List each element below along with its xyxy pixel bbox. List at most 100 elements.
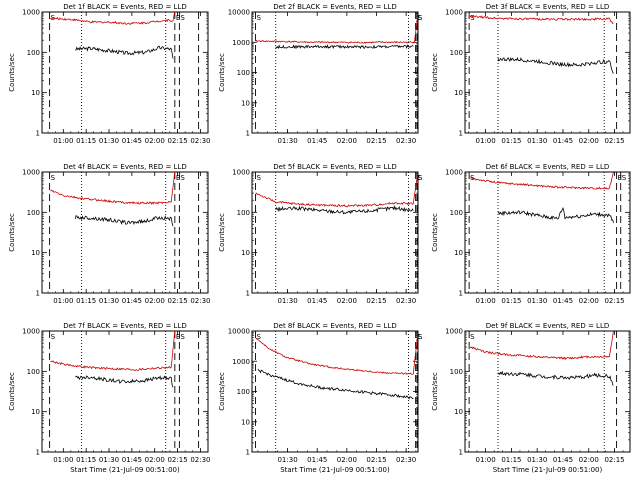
time-marker-label: S <box>418 14 423 22</box>
series-line-lld <box>50 171 176 205</box>
y-axis-label: Counts/sec <box>8 213 16 252</box>
series-line-lld <box>470 171 614 190</box>
time-marker-label: S <box>180 14 185 22</box>
y-tick-label: 1 <box>36 130 40 138</box>
series-line-events <box>497 56 614 74</box>
y-axis-label: Counts/sec <box>8 53 16 92</box>
panel-6: Det 6f BLACK = Events, RED = LLD Counts/s… <box>431 163 631 305</box>
y-tick-label: 1 <box>246 290 250 298</box>
x-tick-label: 01:00 <box>53 456 73 464</box>
series-line-events <box>257 368 414 400</box>
y-tick-label: 1 <box>246 449 250 457</box>
y-tick-label: 1000 <box>232 169 250 177</box>
plot-frame <box>41 330 209 453</box>
x-tick-label: 01:45 <box>122 456 142 464</box>
time-marker-label: E <box>176 333 180 341</box>
y-tick-label: 10 <box>241 99 250 107</box>
x-tick-label: 01:45 <box>553 297 573 305</box>
x-tick-label: 01:30 <box>277 137 297 145</box>
x-tick-label: 01:30 <box>99 456 119 464</box>
time-marker-label: E <box>618 174 622 182</box>
series-line-events <box>75 45 174 59</box>
y-axis-label: Counts/sec <box>431 372 439 411</box>
series-line-lld <box>50 11 176 25</box>
y-tick-label: 10 <box>241 418 250 426</box>
panel-title: Det 8f BLACK = Events, RED = LLD <box>273 322 396 330</box>
panel-2: Det 2f BLACK = Events, RED = LLD Counts/s… <box>218 3 423 145</box>
time-marker-label: S <box>180 333 185 341</box>
series-line-events <box>275 44 414 50</box>
time-marker-label: S <box>51 333 56 341</box>
y-axis-label: Counts/sec <box>218 372 226 411</box>
y-tick-label: 100 <box>237 209 250 217</box>
x-tick-label: 01:15 <box>76 456 96 464</box>
series-line-lld <box>255 171 419 208</box>
panel-7: Det 7f BLACK = Events, RED = LLD Counts/s… <box>8 322 211 474</box>
x-tick-label: 02:15 <box>167 456 187 464</box>
panels-group: Det 1f BLACK = Events, RED = LLD Counts/s… <box>8 3 631 474</box>
series-line-lld <box>469 330 614 360</box>
y-axis-label: Counts/sec <box>431 53 439 92</box>
time-marker-label: S <box>470 174 475 182</box>
time-marker-label: E <box>417 333 421 341</box>
time-marker-label: S <box>470 14 475 22</box>
y-axis-label: Counts/sec <box>8 372 16 411</box>
time-marker-label: S <box>257 174 262 182</box>
x-tick-label: 01:00 <box>476 137 496 145</box>
panel-4: Det 4f BLACK = Events, RED = LLD Counts/s… <box>8 163 211 305</box>
y-tick-label: 1000 <box>232 358 250 366</box>
x-tick-label: 02:00 <box>579 297 599 305</box>
panel-9: Det 9f BLACK = Events, RED = LLD Counts/s… <box>431 322 631 474</box>
series-line-events <box>497 206 614 223</box>
y-tick-label: 1 <box>246 130 250 138</box>
x-tick-label: 02:00 <box>337 297 357 305</box>
time-marker-label: E <box>176 14 180 22</box>
x-tick-label: 01:15 <box>501 456 521 464</box>
y-tick-label: 1 <box>459 130 463 138</box>
time-marker-label: S <box>470 333 475 341</box>
panel-title: Det 3f BLACK = Events, RED = LLD <box>486 3 609 11</box>
x-tick-label: 01:30 <box>527 137 547 145</box>
series-line-events <box>75 375 174 388</box>
x-tick-label: 02:15 <box>366 137 386 145</box>
x-tick-label: 02:30 <box>396 137 416 145</box>
x-tick-label: 01:15 <box>501 137 521 145</box>
x-tick-label: 01:30 <box>527 297 547 305</box>
series-line-events <box>275 204 414 215</box>
x-tick-label: 02:15 <box>167 297 187 305</box>
time-marker-label: S <box>257 14 262 22</box>
y-tick-label: 10000 <box>228 328 250 336</box>
x-tick-label: 02:00 <box>145 456 165 464</box>
y-tick-label: 100 <box>237 388 250 396</box>
x-tick-label: 02:30 <box>396 297 416 305</box>
x-tick-label: 02:15 <box>604 297 624 305</box>
y-tick-label: 1000 <box>445 169 463 177</box>
x-tick-label: 02:30 <box>190 297 210 305</box>
x-tick-label: 02:00 <box>145 137 165 145</box>
x-tick-label: 01:45 <box>307 297 327 305</box>
plot-frame <box>41 171 209 294</box>
x-tick-label: 02:00 <box>337 456 357 464</box>
time-marker-label: E <box>417 174 421 182</box>
panel-title: Det 4f BLACK = Events, RED = LLD <box>63 163 186 171</box>
x-tick-label: 01:45 <box>122 297 142 305</box>
y-tick-label: 10 <box>241 249 250 257</box>
y-tick-label: 1000 <box>22 169 40 177</box>
x-tick-label: 01:00 <box>53 297 73 305</box>
y-tick-label: 10000 <box>228 9 250 17</box>
x-tick-label: 02:15 <box>604 456 624 464</box>
x-tick-label: 02:00 <box>579 456 599 464</box>
y-axis-label: Counts/sec <box>431 213 439 252</box>
y-tick-label: 100 <box>27 368 40 376</box>
y-tick-label: 10 <box>454 408 463 416</box>
x-tick-label: 01:00 <box>476 456 496 464</box>
y-axis-label: Counts/sec <box>218 213 226 252</box>
x-tick-label: 01:30 <box>99 137 119 145</box>
series-line-events <box>74 215 174 227</box>
y-tick-label: 1 <box>36 290 40 298</box>
x-tick-label: 01:30 <box>99 297 119 305</box>
x-tick-label: 02:15 <box>366 297 386 305</box>
y-tick-label: 1000 <box>22 328 40 336</box>
y-tick-label: 1 <box>36 449 40 457</box>
